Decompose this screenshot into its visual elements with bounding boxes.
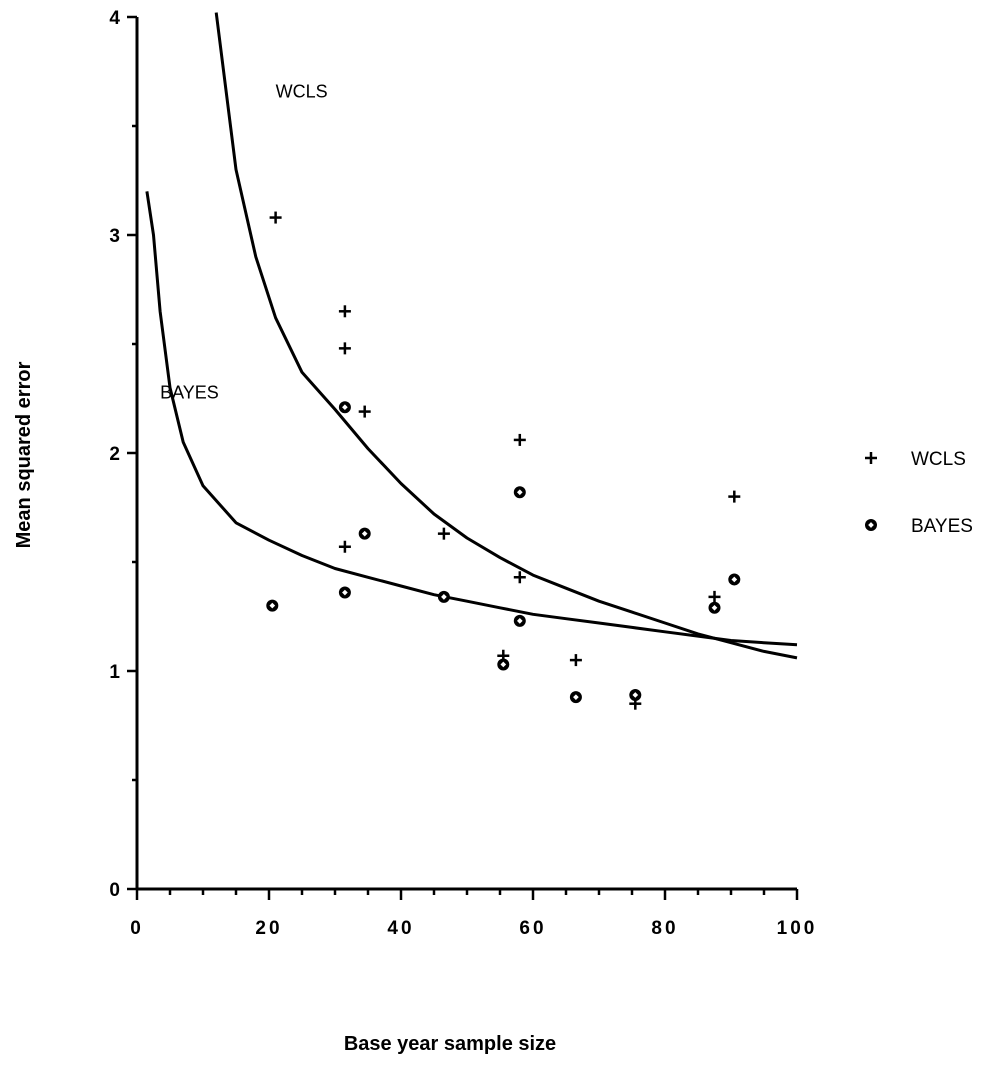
bayes-point <box>708 601 721 614</box>
y-tick-label: 2 <box>109 444 120 465</box>
bayes-point <box>338 586 351 599</box>
curve-annotations: WCLS BAYES <box>160 82 328 403</box>
x-axis-title: Base year sample size <box>344 1033 556 1055</box>
x-tick-label: 100 <box>777 918 818 939</box>
wcls-point <box>358 405 371 418</box>
y-tick-label: 3 <box>109 226 120 247</box>
bayes-point <box>437 590 450 603</box>
legend: WCLS BAYES <box>865 449 973 537</box>
bayes-point <box>358 527 371 540</box>
bayes-point <box>266 599 279 612</box>
x-tick-label: 80 <box>651 918 678 939</box>
wcls-point <box>728 490 741 503</box>
bayes-point <box>569 691 582 704</box>
bayes-point <box>497 658 510 671</box>
bayes-point <box>629 688 642 701</box>
y-tick-label: 0 <box>109 880 120 901</box>
annotation-wcls: WCLS <box>276 82 328 102</box>
wcls-point <box>338 342 351 355</box>
y-tick-label: 4 <box>109 8 120 29</box>
wcls-point <box>437 527 450 540</box>
y-tick-label: 1 <box>109 662 120 683</box>
x-tick-label: 60 <box>519 918 546 939</box>
x-tick-label: 20 <box>255 918 282 939</box>
curve-wcls <box>214 12 798 660</box>
fitted-curves <box>145 12 798 660</box>
wcls-point <box>338 305 351 318</box>
wcls-point <box>708 590 721 603</box>
curve-bayes <box>145 191 798 647</box>
legend-label-bayes: BAYES <box>911 516 973 537</box>
wcls-point <box>338 540 351 553</box>
y-axis-title: Mean squared error <box>13 361 35 548</box>
x-tick-label: 0 <box>130 918 144 939</box>
wcls-point <box>569 654 582 667</box>
legend-marker-wcls <box>865 452 877 464</box>
legend-marker-bayes <box>865 519 877 531</box>
bayes-point <box>728 573 741 586</box>
bayes-point <box>513 486 526 499</box>
bayes-point <box>513 614 526 627</box>
bayes-point <box>338 401 351 414</box>
wcls-point <box>513 571 526 584</box>
legend-label-wcls: WCLS <box>911 449 966 470</box>
wcls-point <box>513 433 526 446</box>
wcls-point <box>269 211 282 224</box>
x-tick-label: 40 <box>387 918 414 939</box>
data-points <box>266 211 741 710</box>
annotation-bayes: BAYES <box>160 383 219 403</box>
